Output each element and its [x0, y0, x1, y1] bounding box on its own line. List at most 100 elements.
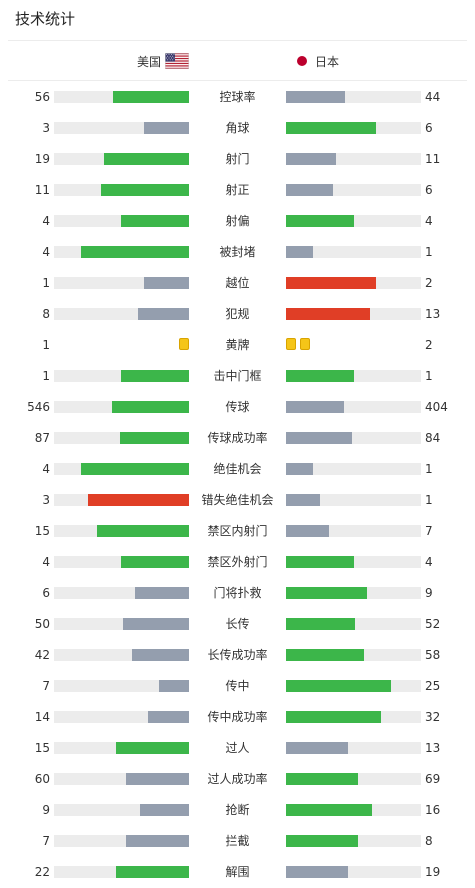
stat-row: 7 传中 25: [0, 670, 475, 701]
away-bar-track: [286, 680, 421, 692]
home-bar-track: [54, 184, 189, 196]
away-bar-fill: [286, 370, 354, 382]
stat-label: 禁区内射门: [207, 524, 268, 538]
home-value: 4: [42, 245, 50, 259]
away-bar-fill: [286, 463, 313, 475]
stat-row: 1 越位 2: [0, 267, 475, 298]
home-bar-track: [54, 556, 189, 568]
stat-row: 1 黄牌 2: [0, 329, 475, 360]
away-value: 6: [425, 183, 433, 197]
stat-label: 射门: [225, 152, 250, 166]
stat-row: 50 长传 52: [0, 608, 475, 639]
stat-label: 门将扑救: [213, 586, 262, 600]
away-value: 2: [425, 276, 433, 290]
home-value: 9: [42, 803, 50, 817]
away-value: 7: [425, 524, 433, 538]
away-value: 1: [425, 369, 433, 383]
away-bar-track: [286, 494, 421, 506]
home-value: 4: [42, 214, 50, 228]
away-bar-fill: [286, 432, 352, 444]
away-value: 404: [425, 400, 448, 414]
home-bar-track: [54, 277, 189, 289]
stat-label: 传球成功率: [207, 431, 268, 445]
away-bar-fill: [286, 122, 376, 134]
home-bar-fill: [121, 556, 189, 568]
stat-row: 60 过人成功率 69: [0, 763, 475, 794]
home-value: 7: [42, 834, 50, 848]
away-bar-fill: [286, 804, 372, 816]
yellow-card-icon: [179, 338, 189, 350]
away-bar-track: [286, 401, 421, 413]
page-title: 技术统计: [15, 10, 76, 28]
away-cards: [286, 338, 310, 350]
away-bar-track: [286, 463, 421, 475]
away-bar-track: [286, 153, 421, 165]
home-value: 42: [34, 648, 50, 662]
stat-row: 1 击中门框 1: [0, 360, 475, 391]
home-bar-track: [54, 91, 189, 103]
stat-row: 4 被封堵 1: [0, 236, 475, 267]
away-value: 8: [425, 834, 433, 848]
home-bar-fill: [88, 494, 189, 506]
home-bar-fill: [81, 246, 189, 258]
home-bar-track: [54, 742, 189, 754]
stat-row: 11 射正 6: [0, 174, 475, 205]
home-value: 6: [42, 586, 50, 600]
away-bar-track: [286, 556, 421, 568]
away-value: 32: [425, 710, 441, 724]
japan-flag-icon: [297, 56, 307, 66]
home-bar-fill: [144, 277, 189, 289]
stat-label: 射偏: [225, 214, 250, 228]
stat-label: 射正: [225, 183, 250, 197]
away-bar-track: [286, 866, 421, 878]
away-bar-fill: [286, 184, 333, 196]
stat-label: 传中: [225, 679, 250, 693]
away-value: 6: [425, 121, 433, 135]
stat-label: 角球: [225, 121, 250, 135]
away-value: 1: [425, 493, 433, 507]
home-bar-track: [54, 246, 189, 258]
home-bar-fill: [123, 618, 189, 630]
home-bar-fill: [140, 804, 189, 816]
home-cards: [179, 338, 189, 350]
away-bar-track: [286, 308, 421, 320]
away-bar-track: [286, 432, 421, 444]
home-bar-fill: [120, 432, 189, 444]
home-team: 美国: [137, 50, 189, 72]
home-value: 3: [42, 493, 50, 507]
yellow-card-icon: [286, 338, 296, 350]
stat-row: 9 抢断 16: [0, 794, 475, 825]
stat-label: 拦截: [225, 834, 250, 848]
away-value: 11: [425, 152, 441, 166]
stat-row: 546 传球 404: [0, 391, 475, 422]
stat-label: 犯规: [225, 307, 250, 321]
home-bar-fill: [97, 525, 189, 537]
stat-row: 6 门将扑救 9: [0, 577, 475, 608]
stat-label: 黄牌: [225, 338, 250, 352]
away-bar-track: [286, 246, 421, 258]
home-value: 14: [34, 710, 50, 724]
home-bar-fill: [135, 587, 189, 599]
away-value: 1: [425, 245, 433, 259]
away-value: 84: [425, 431, 441, 445]
team-header: 美国 日本: [0, 50, 475, 72]
stat-label: 错失绝佳机会: [201, 493, 274, 507]
home-bar-track: [54, 680, 189, 692]
home-bar-track: [54, 432, 189, 444]
stat-label: 越位: [225, 276, 250, 290]
away-value: 44: [425, 90, 441, 104]
home-bar-fill: [148, 711, 189, 723]
stat-row: 14 传中成功率 32: [0, 701, 475, 732]
stat-label: 被封堵: [219, 245, 256, 259]
teams-divider: [8, 80, 467, 81]
home-bar-fill: [159, 680, 189, 692]
home-bar-track: [54, 618, 189, 630]
away-bar-fill: [286, 773, 358, 785]
away-team: 日本: [297, 50, 339, 72]
stat-row: 19 射门 11: [0, 143, 475, 174]
home-value: 22: [34, 865, 50, 879]
home-value: 19: [34, 152, 50, 166]
us-flag-icon: [165, 53, 189, 69]
away-bar-track: [286, 587, 421, 599]
away-bar-fill: [286, 246, 313, 258]
